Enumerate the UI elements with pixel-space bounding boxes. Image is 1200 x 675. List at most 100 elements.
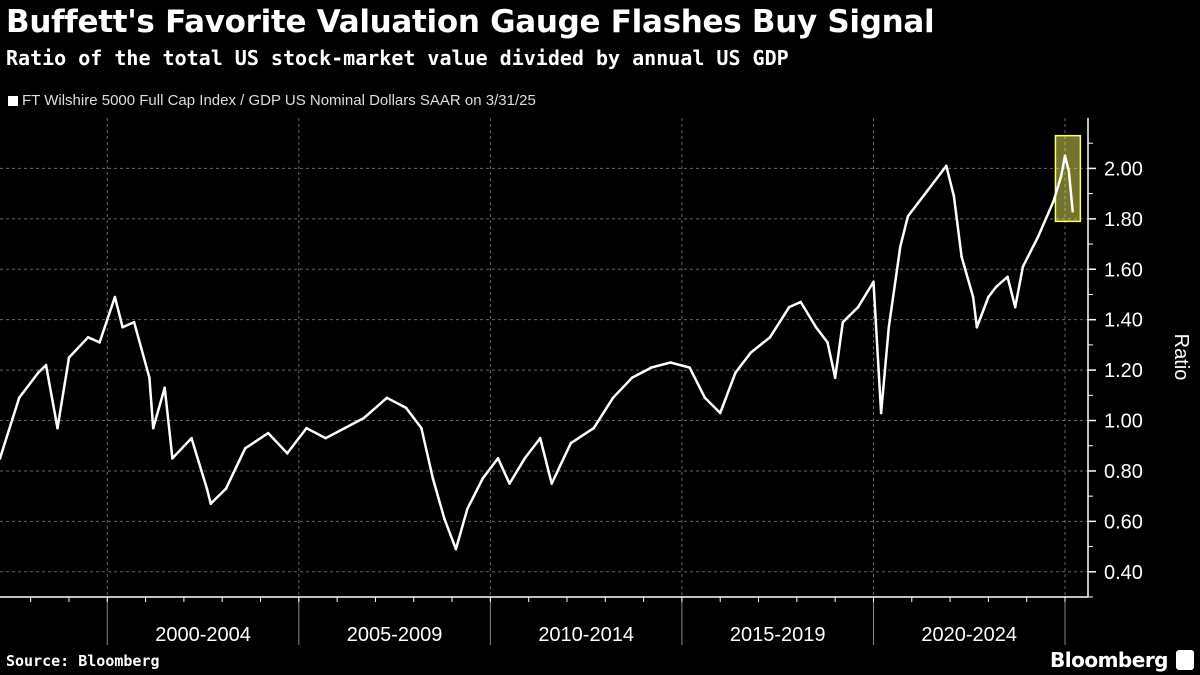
data-point <box>56 426 59 430</box>
y-tick-label: 0.40 <box>1104 562 1143 584</box>
data-point <box>266 431 270 435</box>
legend-label: FT Wilshire 5000 Full Cap Index / GDP US… <box>22 92 536 109</box>
x-tick-label: 2015-2019 <box>730 624 826 646</box>
data-point <box>113 295 117 299</box>
data-point <box>1067 169 1071 173</box>
legend: FT Wilshire 5000 Full Cap Index / GDP US… <box>8 92 536 109</box>
data-point <box>734 371 737 374</box>
data-point <box>960 255 963 258</box>
data-point <box>67 356 71 359</box>
data-point <box>826 341 829 344</box>
data-point <box>1052 199 1055 203</box>
data-point <box>749 351 753 354</box>
data-point <box>971 295 975 299</box>
data-point <box>569 441 573 445</box>
data-point <box>856 305 860 309</box>
data-point <box>362 416 366 420</box>
data-point <box>952 194 956 198</box>
y-tick-label: 0.80 <box>1104 461 1143 483</box>
data-point <box>86 336 90 339</box>
brand-logo: Bloomberg <box>1050 648 1168 672</box>
data-point <box>799 300 802 304</box>
data-point <box>454 547 458 551</box>
x-tick-label: 2005-2009 <box>347 624 443 646</box>
y-tick-label: 1.80 <box>1104 209 1143 231</box>
data-point <box>121 325 124 329</box>
bloomberg-chart-icon <box>1176 650 1194 670</box>
data-point <box>1036 235 1040 238</box>
data-point <box>151 426 155 430</box>
data-point <box>925 189 929 193</box>
data-point <box>224 487 228 490</box>
data-point <box>1063 154 1067 158</box>
data-point <box>243 446 247 450</box>
data-point <box>787 305 791 309</box>
data-point <box>1013 305 1017 309</box>
data-point <box>669 361 672 364</box>
data-point <box>404 406 408 410</box>
data-point <box>550 482 553 485</box>
data-point <box>592 426 596 430</box>
data-point <box>286 452 289 455</box>
data-point <box>898 245 902 248</box>
x-tick-label: 2000-2004 <box>155 624 251 646</box>
data-point <box>630 376 634 379</box>
legend-swatch <box>8 95 18 106</box>
data-point <box>385 396 389 400</box>
data-point <box>0 457 2 460</box>
data-point <box>508 482 511 485</box>
data-point <box>906 215 910 218</box>
data-point <box>987 295 990 299</box>
data-point <box>872 280 875 284</box>
y-axis-label: Ratio <box>1170 334 1192 381</box>
data-point <box>466 507 469 511</box>
data-point <box>98 341 101 344</box>
data-point <box>171 457 174 460</box>
source-note: Source: Bloomberg <box>6 652 160 670</box>
data-point <box>44 363 48 367</box>
data-point <box>148 376 151 379</box>
x-tick-label: 2010-2014 <box>538 624 634 646</box>
y-tick-label: 1.60 <box>1104 259 1143 281</box>
data-point <box>1021 265 1025 269</box>
data-point <box>132 320 136 324</box>
y-tick-label: 1.00 <box>1104 411 1143 433</box>
data-point <box>1006 275 1009 279</box>
chart-title: Buffett's Favorite Valuation Gauge Flash… <box>6 4 935 40</box>
data-point <box>944 164 948 168</box>
data-point <box>481 477 485 480</box>
data-point <box>190 436 193 440</box>
y-tick-label: 1.20 <box>1104 360 1143 382</box>
data-point <box>205 487 209 490</box>
data-point <box>841 320 845 324</box>
data-point <box>324 436 327 440</box>
series-line <box>0 154 1074 551</box>
data-point <box>209 502 213 506</box>
data-point <box>1059 174 1063 178</box>
data-point <box>611 396 615 400</box>
x-tick-label: 2020-2024 <box>921 624 1017 646</box>
data-point <box>1071 209 1074 213</box>
y-tick-label: 2.00 <box>1104 158 1143 180</box>
y-tick-label: 1.40 <box>1104 310 1143 332</box>
y-tick-label: 0.60 <box>1104 511 1143 533</box>
data-point <box>538 436 542 440</box>
data-point <box>718 411 722 415</box>
data-point <box>431 477 435 480</box>
data-point <box>305 426 308 430</box>
data-point <box>833 376 837 379</box>
data-point <box>768 336 772 339</box>
chart-subtitle: Ratio of the total US stock-market value… <box>6 46 789 70</box>
data-point <box>887 325 891 329</box>
data-point <box>523 457 527 460</box>
data-point <box>975 325 979 329</box>
data-point <box>343 426 347 430</box>
data-point <box>496 457 500 460</box>
data-point <box>443 517 446 521</box>
data-point <box>703 396 707 400</box>
data-point <box>37 371 40 374</box>
data-point <box>649 366 653 369</box>
data-point <box>814 325 818 329</box>
data-point <box>163 386 167 390</box>
